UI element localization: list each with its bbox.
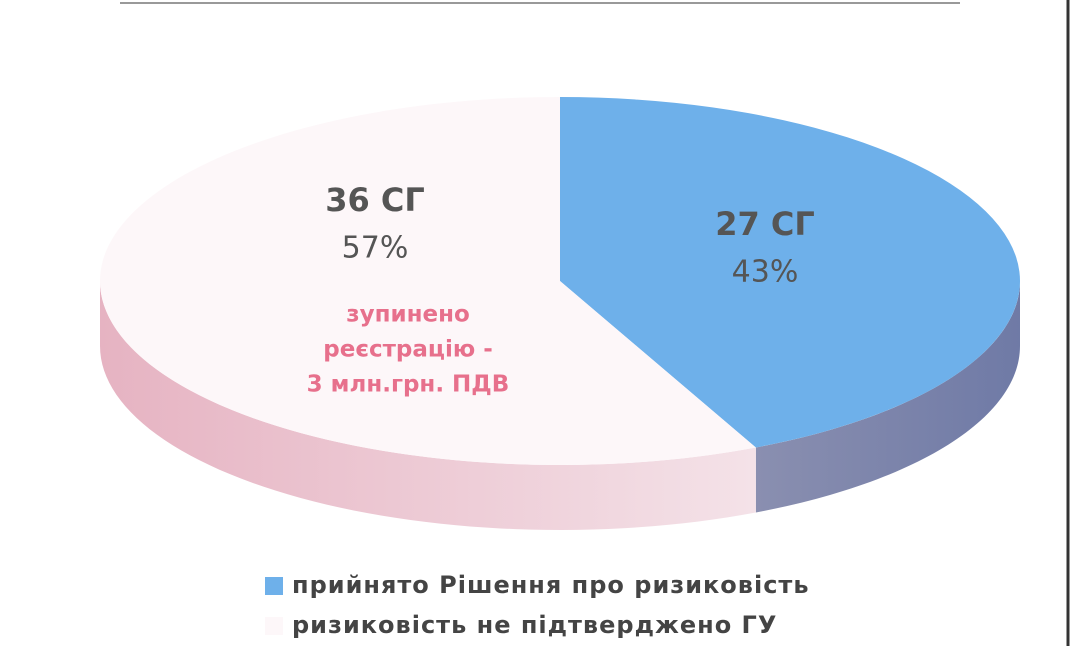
count-label: 36 СГ bbox=[325, 181, 425, 219]
percent-label: 43% bbox=[732, 255, 799, 290]
slice bbox=[560, 97, 1020, 448]
slice bbox=[99, 97, 756, 465]
legend-label: ризиковість не підтверджено ГУ bbox=[292, 611, 777, 639]
annotation: 3 млн.грн. ПДВ bbox=[307, 372, 510, 398]
legend-marker bbox=[265, 577, 283, 595]
count-label: 27 СГ bbox=[715, 205, 815, 243]
percent-label: 57% bbox=[342, 231, 409, 266]
legend-marker bbox=[265, 617, 283, 635]
annotation: зупинено bbox=[346, 302, 470, 328]
legend-label: прийнято Рішення про ризиковість bbox=[292, 571, 810, 599]
annotation: реєстрацію - bbox=[323, 337, 493, 363]
slice-side bbox=[100, 281, 756, 530]
slice-side bbox=[755, 281, 1020, 513]
